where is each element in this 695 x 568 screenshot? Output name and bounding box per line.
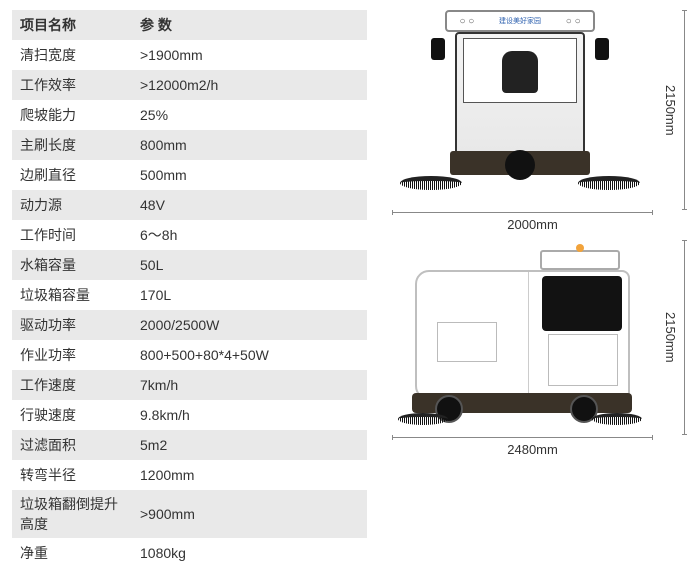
table-row: 转弯半径1200mm [12, 460, 367, 490]
dimension-line [392, 212, 653, 213]
spec-name: 爬坡能力 [12, 100, 132, 130]
front-height-label: 2150mm [658, 10, 683, 210]
side-height-label: 2150mm [658, 240, 683, 435]
spec-name: 工作效率 [12, 70, 132, 100]
spec-table-body: 清扫宽度>1900mm工作效率>12000m2/h爬坡能力25%主刷长度800m… [12, 40, 367, 568]
spec-value: 500mm [132, 160, 367, 190]
header-name: 项目名称 [12, 10, 132, 40]
spec-name: 水箱容量 [12, 250, 132, 280]
table-row: 工作速度7km/h [12, 370, 367, 400]
spec-value: 48V [132, 190, 367, 220]
spec-value: 9.8km/h [132, 400, 367, 430]
table-row: 作业功率800+500+80*4+50W [12, 340, 367, 370]
front-width-label: 2000mm [382, 215, 683, 232]
vehicle-front-block: 建设美好家园 [382, 10, 683, 232]
table-row: 工作效率>12000m2/h [12, 70, 367, 100]
vehicle-side-image [382, 240, 658, 435]
spec-value: >12000m2/h [132, 70, 367, 100]
spec-name: 动力源 [12, 190, 132, 220]
spec-name: 主刷长度 [12, 130, 132, 160]
brush-icon [398, 413, 448, 425]
table-row: 行驶速度9.8km/h [12, 400, 367, 430]
vehicle-side-block: 2150mm 2480mm [382, 240, 683, 457]
spec-value: >1900mm [132, 40, 367, 70]
spec-name: 转弯半径 [12, 460, 132, 490]
spec-value: 5m2 [132, 430, 367, 460]
windshield [463, 38, 577, 103]
spec-value: 1080kg [132, 538, 367, 568]
side-width-label: 2480mm [382, 440, 683, 457]
side-window [542, 276, 622, 331]
spec-value: 1200mm [132, 460, 367, 490]
spec-value: 2000/2500W [132, 310, 367, 340]
table-row: 净重1080kg [12, 538, 367, 568]
spec-name: 工作速度 [12, 370, 132, 400]
brush-icon [592, 413, 642, 425]
spec-name: 边刷直径 [12, 160, 132, 190]
dimension-line [392, 437, 653, 438]
brush-icon [400, 176, 462, 190]
beacon-icon [576, 244, 584, 252]
brush-icon [578, 176, 640, 190]
table-row: 水箱容量50L [12, 250, 367, 280]
spec-value: 50L [132, 250, 367, 280]
cab [455, 32, 585, 155]
spec-name: 净重 [12, 538, 132, 568]
spec-name: 作业功率 [12, 340, 132, 370]
roof-sign: 建设美好家园 [445, 10, 595, 32]
spec-table: 项目名称 参 数 清扫宽度>1900mm工作效率>12000m2/h爬坡能力25… [12, 10, 367, 568]
spec-value: 6～8h [132, 220, 367, 250]
wheel-icon [505, 150, 535, 180]
table-row: 垃圾箱翻倒提升高度>900mm [12, 490, 367, 538]
mirror-icon [431, 38, 445, 60]
spec-value: 7km/h [132, 370, 367, 400]
spec-name: 清扫宽度 [12, 40, 132, 70]
table-row: 清扫宽度>1900mm [12, 40, 367, 70]
header-value: 参 数 [132, 10, 367, 40]
body [415, 270, 630, 400]
mirror-icon [595, 38, 609, 60]
table-row: 主刷长度800mm [12, 130, 367, 160]
spec-value: 25% [132, 100, 367, 130]
table-row: 工作时间6～8h [12, 220, 367, 250]
vehicle-panel: 建设美好家园 [382, 10, 683, 549]
door [548, 334, 618, 386]
seat [502, 51, 538, 93]
vehicle-front-image: 建设美好家园 [382, 10, 658, 210]
spec-name: 行驶速度 [12, 400, 132, 430]
spec-value: 800mm [132, 130, 367, 160]
table-row: 动力源48V [12, 190, 367, 220]
table-row: 爬坡能力25% [12, 100, 367, 130]
spec-name: 驱动功率 [12, 310, 132, 340]
spec-value: 170L [132, 280, 367, 310]
spec-name: 垃圾箱翻倒提升高度 [12, 490, 132, 538]
roof [540, 250, 620, 270]
table-row: 驱动功率2000/2500W [12, 310, 367, 340]
table-row: 垃圾箱容量170L [12, 280, 367, 310]
spec-value: >900mm [132, 490, 367, 538]
spec-name: 工作时间 [12, 220, 132, 250]
table-row: 边刷直径500mm [12, 160, 367, 190]
spec-value: 800+500+80*4+50W [132, 340, 367, 370]
hatch [437, 322, 497, 362]
spec-name: 过滤面积 [12, 430, 132, 460]
spec-name: 垃圾箱容量 [12, 280, 132, 310]
table-row: 过滤面积5m2 [12, 430, 367, 460]
